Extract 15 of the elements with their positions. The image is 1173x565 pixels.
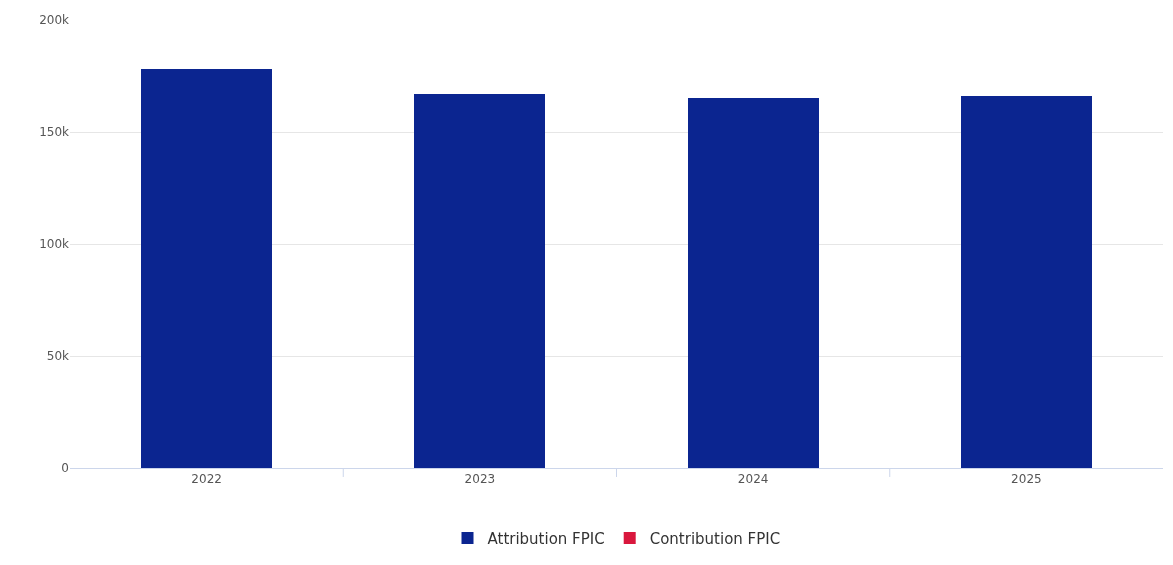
x-tick-label: 2022 xyxy=(191,472,222,487)
y-tick-label: 200k xyxy=(39,13,70,28)
bar xyxy=(687,98,819,468)
y-tick-label: 50k xyxy=(46,349,70,364)
x-tick-label: 2025 xyxy=(1011,472,1042,487)
x-tick-label: 2024 xyxy=(737,472,769,487)
legend-label: Attribution FPIC xyxy=(487,529,605,548)
y-tick-label: 150k xyxy=(39,125,70,140)
bar xyxy=(960,96,1092,468)
y-tick-label: 0 xyxy=(61,461,69,476)
x-tick-label: 2023 xyxy=(464,472,496,487)
y-tick-label: 100k xyxy=(39,237,70,252)
bar xyxy=(414,93,546,468)
bar xyxy=(141,69,273,468)
legend-label: Contribution FPIC xyxy=(649,529,781,548)
